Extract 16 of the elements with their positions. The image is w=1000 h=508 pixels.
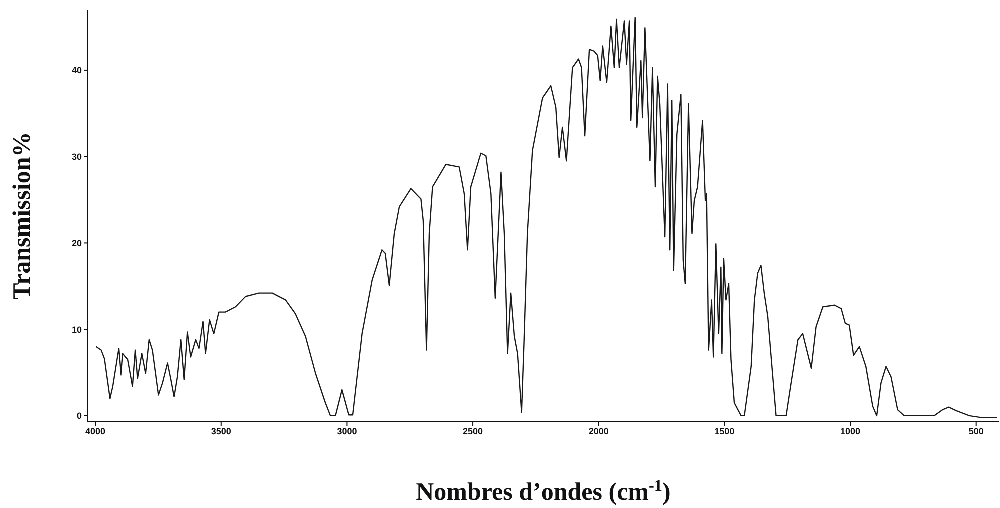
x-tick-label: 2500 <box>463 426 484 436</box>
x-tick-label: 3000 <box>337 426 358 436</box>
y-axis-title: Transmission% <box>8 132 36 300</box>
y-tick-label: 0 <box>76 411 82 422</box>
x-tick-label: 4000 <box>86 426 106 436</box>
y-tick-label: 30 <box>72 152 82 162</box>
y-tick-label: 10 <box>72 324 82 335</box>
x-tick-label: 3500 <box>211 426 232 436</box>
y-tick-label: 40 <box>72 66 82 76</box>
x-tick-label: 2000 <box>588 426 609 436</box>
x-axis-title: Nombres d’ondes (cm$^{-1}$) <box>416 477 671 506</box>
x-tick-label: 500 <box>968 426 984 436</box>
x-tick-label: 1000 <box>840 426 861 436</box>
x-tick-label: 1500 <box>714 426 735 436</box>
y-tick-label: 20 <box>72 238 82 248</box>
line-series <box>96 17 998 418</box>
